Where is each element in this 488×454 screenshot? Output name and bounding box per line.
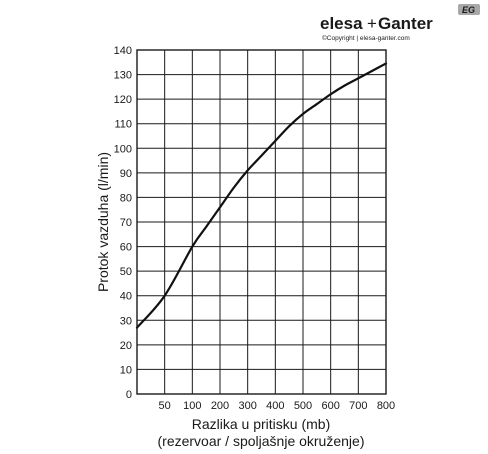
- x-axis-subtitle: (rezervoar / spoljašnje okruženje): [158, 433, 365, 449]
- y-tick-label: 60: [120, 242, 132, 254]
- logo-brand-right: Ganter: [378, 14, 433, 33]
- y-tick-label: 30: [120, 315, 132, 327]
- y-tick-label: 80: [120, 192, 132, 204]
- logo-brand-left: elesa: [320, 14, 363, 33]
- y-tick-label: 50: [120, 266, 132, 278]
- y-tick-label: 20: [120, 340, 132, 352]
- y-tick-label: 70: [120, 217, 132, 229]
- x-axis-title: Razlika u pritisku (mb): [192, 416, 330, 432]
- y-tick-label: 140: [114, 45, 132, 57]
- x-axis-tick-labels: 50 100 200 300 400 500 600 700 800: [159, 400, 396, 412]
- logo-badge-label: EG: [462, 5, 475, 15]
- y-tick-label: 40: [120, 291, 132, 303]
- logo-plus-sign: +: [367, 14, 377, 33]
- x-tick-label: 400: [266, 400, 284, 412]
- y-tick-label: 110: [114, 119, 132, 131]
- x-tick-label: 700: [349, 400, 367, 412]
- x-tick-label: 500: [294, 400, 312, 412]
- x-tick-label: 50: [159, 400, 171, 412]
- x-tick-label: 200: [211, 400, 229, 412]
- series-line-airflow: [135, 62, 388, 329]
- chart-grid: [137, 49, 387, 395]
- y-tick-label: 10: [120, 364, 132, 376]
- y-axis-title: Protok vazduha (l/min): [95, 152, 111, 292]
- y-axis-tick-labels: 0 10 20 30 40 50 60 70 80 90 100 110 120 130 140: [114, 45, 132, 401]
- x-tick-label: 300: [238, 400, 256, 412]
- logo-badge-icon: EG: [458, 4, 480, 15]
- plot-frame: [136, 49, 387, 395]
- y-tick-label: 100: [114, 143, 132, 155]
- y-tick-label: 90: [120, 168, 132, 180]
- x-tick-label: 100: [183, 400, 201, 412]
- y-tick-label: 0: [126, 389, 132, 401]
- x-tick-label: 800: [377, 400, 395, 412]
- brand-logo: elesa + Ganter EG ©Copyright | elesa-gan…: [320, 4, 480, 42]
- logo-copyright: ©Copyright | elesa-ganter.com: [322, 34, 410, 42]
- y-tick-label: 120: [114, 94, 132, 106]
- x-tick-label: 600: [321, 400, 339, 412]
- chart-series-layer: [135, 62, 388, 329]
- y-tick-label: 130: [114, 70, 132, 82]
